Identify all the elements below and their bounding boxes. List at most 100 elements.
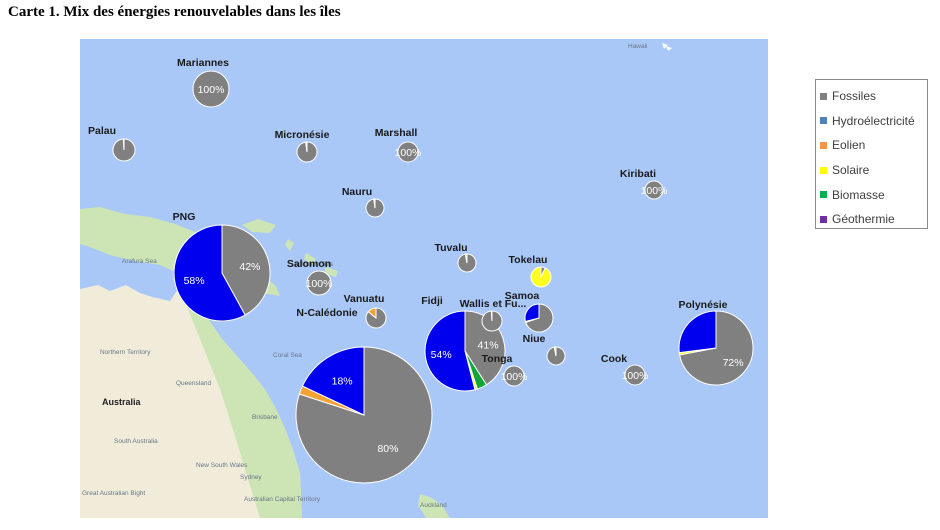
- slice-hydro-lectricit: [524, 303, 540, 323]
- pie-data-label: 41%: [478, 339, 499, 351]
- legend-swatch: [820, 191, 827, 199]
- island-name: Cook: [601, 353, 627, 365]
- island-name: Salomon: [287, 258, 331, 270]
- slice-hydro-lectricit: [301, 346, 365, 416]
- geo-label-arafura: Arafura Sea: [122, 258, 157, 265]
- slice-hydro-lectricit: [678, 310, 717, 354]
- land-solomon-1: [304, 253, 316, 265]
- pie-data-label: 80%: [377, 443, 398, 455]
- pie-data-label: 100%: [501, 371, 528, 383]
- slice-solaire: [122, 138, 125, 151]
- island-name: Wallis et Fu...: [460, 298, 527, 310]
- pie-kiribati: Kiribati 100%: [620, 168, 667, 200]
- pie-data-label: 100%: [622, 370, 649, 382]
- island-name: Mariannes: [177, 57, 229, 69]
- pie-micron-sie: Micronésie: [275, 129, 330, 163]
- geo-label-act: Australian Capital Territory: [244, 496, 321, 503]
- slice-solaire: [530, 266, 552, 288]
- legend-item-biomasse: Biomasse: [820, 182, 927, 207]
- island-name: Micronésie: [275, 129, 330, 141]
- island-name: Tuvalu: [434, 242, 467, 254]
- slice-fossiles: [192, 70, 230, 108]
- pie-tonga: Tonga 100%: [482, 353, 528, 387]
- pie-data-label: 42%: [239, 261, 260, 273]
- island-pies: Mariannes 100% Palau Micronésie Marshall 100%…: [88, 57, 754, 484]
- pie-polyn-sie: Polynésie 72%: [678, 299, 754, 386]
- island-name: Kiribati: [620, 168, 656, 180]
- pie-png: PNG 42% 58%: [173, 211, 271, 322]
- pie-data-label: 18%: [332, 376, 353, 388]
- map: Hawaii Arafura Sea Northern Territory Qu…: [80, 39, 768, 518]
- geo-label-brisbane: Brisbane: [252, 414, 278, 421]
- slice-fossiles: [624, 364, 646, 386]
- slice-hydro-lectricit: [173, 224, 246, 322]
- island-name: Samoa: [505, 290, 540, 302]
- legend-item-eolien: Eolien: [820, 133, 927, 158]
- legend-label: Géothermie: [832, 212, 895, 227]
- legend-item-geothermie: Géothermie: [820, 207, 927, 232]
- geo-label-coral-sea: Coral Sea: [273, 352, 302, 359]
- geo-label-sydney: Sydney: [240, 474, 262, 481]
- land-australia-green: [180, 283, 302, 518]
- pie-vanuatu: Vanuatu: [344, 293, 387, 329]
- legend-swatch: [820, 141, 827, 149]
- slice-solaire: [305, 141, 308, 153]
- legend-swatch: [820, 92, 827, 100]
- land-new-zealand: [418, 494, 450, 518]
- geo-label-solomon-sea: Solomon Sea: [294, 261, 333, 268]
- land-hawaii: [662, 43, 668, 49]
- pie-data-label: 100%: [198, 84, 225, 96]
- island-name: Tokelau: [509, 254, 548, 266]
- legend: Fossiles Hydroélectricité Eolien Solaire…: [815, 79, 928, 229]
- legend-swatch: [820, 117, 827, 125]
- pie-tokelau: Tokelau: [509, 254, 552, 288]
- slice-solaire: [464, 253, 468, 264]
- pie-tuvalu: Tuvalu: [434, 242, 477, 273]
- pie-data-label: 100%: [306, 278, 333, 290]
- slice-fossiles: [295, 346, 433, 484]
- slice-solaire: [553, 346, 557, 357]
- geo-label-auckland: Auckland: [420, 502, 447, 509]
- land-bismarck: [242, 219, 276, 233]
- island-name: Nauru: [342, 186, 372, 198]
- island-name: Palau: [88, 125, 116, 137]
- geo-label-hawaii: Hawaii: [628, 43, 648, 50]
- legend-label: Eolien: [832, 138, 866, 153]
- pie-mariannes: Mariannes 100%: [177, 57, 230, 108]
- island-name: Fidji: [421, 295, 443, 307]
- legend-label: Biomasse: [832, 187, 885, 202]
- island-name: PNG: [173, 211, 196, 223]
- legend-swatch: [820, 215, 827, 223]
- island-name: Vanuatu: [344, 293, 385, 305]
- island-name: N-Calédonie: [296, 307, 357, 319]
- geo-label-nsw: New South Wales: [196, 462, 248, 469]
- pie-data-label: 54%: [431, 349, 452, 361]
- pie-n-cal-donie: N-Calédonie 80% 18%: [295, 307, 433, 484]
- pie-wallis-et-fu: Wallis et Fu...: [460, 298, 527, 332]
- island-name: Marshall: [375, 127, 418, 139]
- slice-solaire: [373, 198, 376, 209]
- map-title: Carte 1. Mix des énergies renouvelables …: [8, 4, 341, 20]
- geo-label-bight: Great Australian Bight: [82, 490, 145, 497]
- island-name: Tonga: [482, 353, 513, 365]
- pie-palau: Palau: [88, 125, 136, 162]
- slice-fossiles: [644, 180, 664, 200]
- legend-item-solaire: Solaire: [820, 158, 927, 183]
- geo-labels: Hawaii Arafura Sea Northern Territory Qu…: [82, 43, 648, 509]
- slice-fossiles: [221, 224, 271, 316]
- pie-marshall: Marshall 100%: [375, 127, 422, 163]
- legend-item-hydro: Hydroélectricité: [820, 109, 927, 134]
- slice-solaire: [490, 310, 493, 322]
- pie-nauru: Nauru: [342, 186, 385, 218]
- slice-fossiles: [306, 270, 332, 296]
- geo-label-northern-territory: Northern Territory: [100, 349, 151, 356]
- slice-fossiles: [503, 365, 525, 387]
- pie-samoa: Samoa: [505, 290, 554, 333]
- pie-data-label: 72%: [723, 357, 744, 369]
- pie-salomon: Salomon 100%: [287, 258, 333, 296]
- island-name: Niue: [523, 333, 546, 345]
- slice-hydro-lectricit: [424, 310, 476, 392]
- legend-swatch: [820, 166, 827, 174]
- pie-data-label: 58%: [184, 275, 205, 287]
- pie-data-label: 100%: [395, 147, 422, 159]
